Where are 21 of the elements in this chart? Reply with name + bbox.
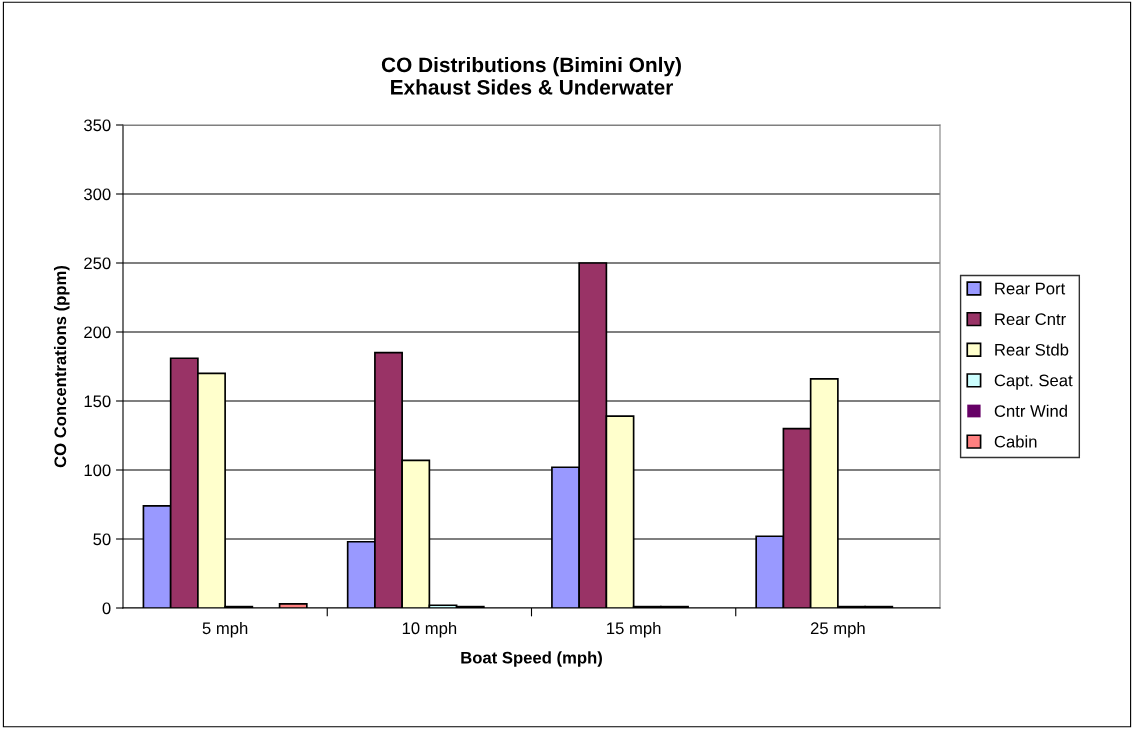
y-tick-label: 250 [84, 257, 111, 270]
x-tick-label: 25 mph [810, 621, 865, 638]
x-tick-label: 15 mph [607, 621, 661, 638]
y-axis-title: CO Concentrations (ppm) [53, 265, 70, 468]
x-tick-label: 10 mph [402, 621, 457, 638]
legend-label: Cntr Wind [994, 404, 1067, 417]
legend-label: Rear Port [995, 282, 1066, 295]
y-tick-label: 350 [84, 119, 111, 132]
x-axis-title: Boat Speed (mph) [461, 651, 602, 667]
y-tick-label: 200 [84, 326, 111, 339]
x-tick-label: 5 mph [202, 621, 248, 638]
legend-label: Capt. Seat [994, 374, 1073, 390]
legend-label: Cabin [994, 435, 1037, 448]
legend-label: Rear Stdb [995, 343, 1069, 356]
y-tick-label: 100 [84, 464, 111, 477]
y-tick-label: 0 [102, 602, 111, 615]
legend-label: Rear Cntr [995, 313, 1066, 326]
y-tick-label: 150 [84, 395, 111, 408]
chart-title: CO Distributions (Bimini Only) Exhaust Sides & Underwater [381, 56, 681, 95]
y-tick-label: 50 [93, 533, 111, 546]
y-tick-label: 300 [84, 188, 111, 201]
